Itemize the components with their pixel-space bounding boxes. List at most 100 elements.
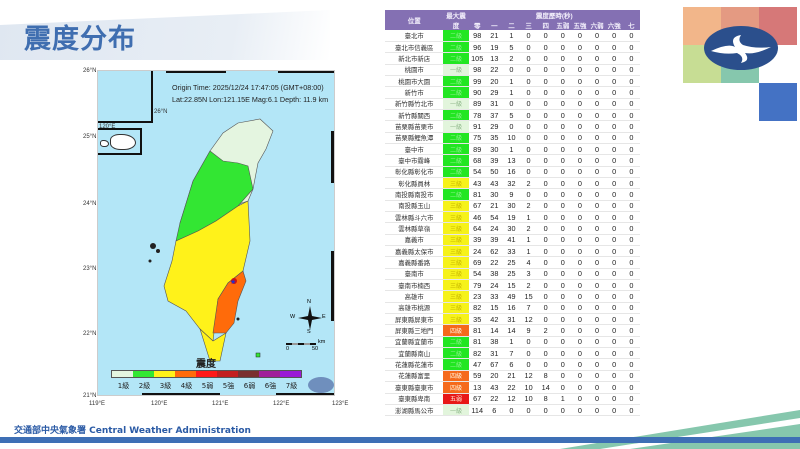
station-name: 花蓮縣富里	[385, 370, 444, 383]
duration-value: 0	[571, 41, 589, 54]
duration-value: 0	[622, 64, 640, 76]
duration-value: 0	[537, 268, 555, 281]
duration-value: 20	[485, 370, 503, 383]
station-name: 宜蘭縣南山	[385, 347, 444, 360]
station-name: 臺南市	[385, 268, 444, 281]
table-row: 臺北市信義區 二級 96 19 5 0 0 0 0 0 0 0	[385, 41, 640, 54]
table-row: 高雄市 三級 23 33 49 15 0 0 0 0 0 0	[385, 290, 640, 303]
duration-value: 7	[502, 347, 521, 360]
duration-value: 30	[502, 200, 521, 213]
intensity-badge: 三級	[443, 200, 469, 213]
table-row: 彰化縣彰化市 二級 54 50 16 0 0 0 0 0 0 0	[385, 166, 640, 178]
duration-value: 0	[571, 120, 589, 133]
duration-value: 38	[485, 268, 503, 281]
svg-text:★: ★	[230, 278, 236, 286]
duration-value: 50	[485, 166, 503, 178]
duration-value: 0	[622, 41, 640, 54]
duration-value: 0	[605, 75, 623, 88]
header-level: 零	[468, 20, 486, 30]
duration-value: 0	[537, 245, 555, 258]
lat-tick: 23°N	[83, 266, 97, 272]
duration-value: 15	[485, 302, 503, 315]
duration-value: 0	[571, 290, 589, 303]
duration-value: 0	[605, 52, 623, 65]
legend-swatch	[133, 371, 154, 377]
intensity-badge: 四級	[443, 324, 469, 337]
duration-value: 0	[520, 358, 538, 371]
duration-value: 21	[485, 30, 503, 42]
duration-value: 54	[468, 166, 486, 178]
duration-value: 0	[622, 222, 640, 235]
duration-value: 0	[605, 166, 623, 178]
duration-value: 0	[520, 336, 538, 349]
duration-value: 3	[520, 268, 538, 281]
duration-value: 16	[502, 302, 521, 315]
duration-value: 81	[468, 336, 486, 349]
table-row: 臺中市霧峰 二級 68 39 13 0 0 0 0 0 0 0	[385, 154, 640, 167]
header-level: 五強	[571, 20, 589, 30]
table-row: 屏東縣三地門 四級 81 14 14 9 2 0 0 0 0 0	[385, 324, 640, 337]
table-row: 嘉義市 三級 39 39 41 1 0 0 0 0 0 0	[385, 234, 640, 247]
duration-value: 0	[588, 393, 606, 405]
duration-value: 0	[571, 302, 589, 315]
duration-value: 0	[537, 75, 555, 88]
duration-value: 0	[520, 132, 538, 144]
duration-value: 1	[520, 211, 538, 224]
duration-value: 0	[622, 75, 640, 88]
duration-value: 2	[502, 52, 521, 65]
duration-value: 0	[554, 75, 572, 88]
duration-value: 0	[605, 268, 623, 281]
lon-tick: 123°E	[332, 401, 349, 407]
duration-value: 0	[622, 381, 640, 394]
intensity-badge: 三級	[443, 222, 469, 235]
table-row: 新竹縣竹北市 一級 89 31 0 0 0 0 0 0 0 0	[385, 98, 640, 110]
duration-value: 90	[468, 86, 486, 99]
duration-value: 0	[537, 166, 555, 178]
duration-value: 0	[554, 52, 572, 65]
duration-value: 2	[520, 222, 538, 235]
duration-value: 35	[468, 313, 486, 326]
duration-value: 0	[571, 166, 589, 178]
duration-value: 0	[588, 290, 606, 303]
duration-value: 0	[588, 245, 606, 258]
duration-value: 0	[554, 188, 572, 201]
duration-value: 0	[571, 234, 589, 247]
duration-value: 0	[622, 234, 640, 247]
duration-value: 0	[605, 154, 623, 167]
duration-value: 14	[537, 381, 555, 394]
duration-value: 4	[520, 256, 538, 269]
intensity-badge: 二級	[443, 166, 469, 178]
duration-value: 0	[605, 188, 623, 201]
duration-value: 0	[622, 200, 640, 213]
duration-value: 0	[588, 75, 606, 88]
station-name: 南投縣玉山	[385, 200, 444, 213]
duration-value: 0	[502, 98, 521, 110]
intensity-badge: 二級	[443, 336, 469, 349]
table-row: 屏東縣屏東市 三級 35 42 31 12 0 0 0 0 0 0	[385, 313, 640, 326]
origin-time: Origin Time: 2025/12/24 17:47:05 (GMT+08…	[172, 83, 324, 92]
station-name: 嘉義縣番路	[385, 256, 444, 269]
duration-value: 0	[622, 324, 640, 337]
duration-value: 0	[520, 109, 538, 122]
duration-value: 0	[622, 188, 640, 201]
intensity-badge: 三級	[443, 290, 469, 303]
duration-value: 0	[537, 188, 555, 201]
duration-value: 0	[588, 222, 606, 235]
duration-value: 0	[571, 222, 589, 235]
duration-value: 0	[571, 177, 589, 190]
duration-value: 0	[571, 268, 589, 281]
duration-value: 9	[520, 324, 538, 337]
header-level: 六強	[605, 20, 623, 30]
quake-info: Origin Time: 2025/12/24 17:47:05 (GMT+08…	[172, 82, 328, 106]
duration-value: 0	[622, 279, 640, 292]
duration-value: 8	[537, 393, 555, 405]
duration-value: 12	[520, 313, 538, 326]
duration-value: 99	[468, 75, 486, 88]
duration-value: 0	[588, 64, 606, 76]
legend-label: 6弱	[243, 382, 256, 390]
table-row: 桃園市大園 二級 99 20 1 0 0 0 0 0 0 0	[385, 75, 640, 88]
duration-value: 0	[537, 154, 555, 167]
duration-value: 0	[537, 120, 555, 133]
intensity-badge: 三級	[443, 313, 469, 326]
table-row: 臺南市 三級 54 38 25 3 0 0 0 0 0 0	[385, 268, 640, 281]
